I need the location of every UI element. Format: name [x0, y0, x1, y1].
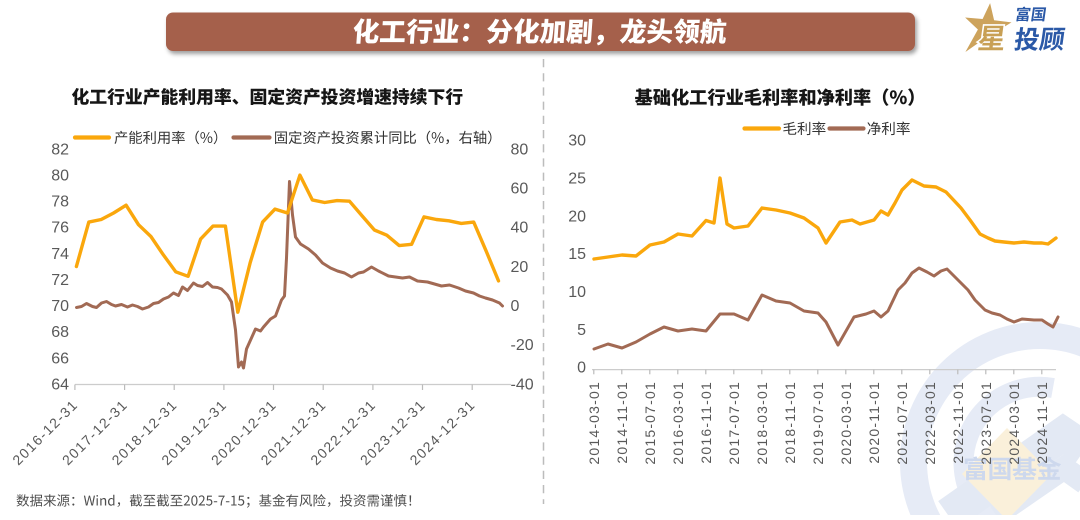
svg-text:82: 82 [51, 141, 69, 158]
svg-text:80: 80 [511, 141, 529, 158]
svg-text:10: 10 [568, 284, 586, 301]
svg-text:76: 76 [51, 220, 69, 237]
svg-text:60: 60 [511, 181, 529, 198]
svg-text:2021-07-01: 2021-07-01 [894, 381, 910, 465]
svg-text:74: 74 [51, 246, 69, 263]
svg-text:64: 64 [51, 376, 69, 393]
svg-text:0: 0 [577, 360, 586, 377]
svg-text:-40: -40 [511, 376, 534, 393]
svg-text:5: 5 [577, 322, 586, 339]
svg-text:2015-07-01: 2015-07-01 [642, 381, 658, 465]
svg-text:20: 20 [568, 208, 586, 225]
svg-text:2020-03-01: 2020-03-01 [838, 381, 854, 465]
svg-text:68: 68 [51, 324, 69, 341]
svg-text:70: 70 [51, 298, 69, 315]
svg-text:2023-07-01: 2023-07-01 [978, 381, 994, 465]
svg-text:80: 80 [51, 167, 69, 184]
svg-text:25: 25 [568, 171, 586, 188]
svg-text:2022-03-01: 2022-03-01 [922, 381, 938, 465]
svg-text:72: 72 [51, 272, 69, 289]
svg-text:40: 40 [511, 220, 529, 237]
svg-text:2014-11-01: 2014-11-01 [614, 381, 630, 464]
svg-text:2018-03-01: 2018-03-01 [754, 381, 770, 465]
svg-text:20: 20 [511, 259, 529, 276]
svg-text:66: 66 [51, 350, 69, 367]
svg-text:2019-07-01: 2019-07-01 [810, 381, 826, 465]
svg-text:-20: -20 [511, 337, 534, 354]
svg-text:2016-03-01: 2016-03-01 [670, 381, 686, 465]
svg-text:30: 30 [568, 133, 586, 150]
svg-text:2017-07-01: 2017-07-01 [726, 381, 742, 465]
svg-text:2018-11-01: 2018-11-01 [782, 381, 798, 464]
svg-text:2022-11-01: 2022-11-01 [950, 381, 966, 464]
svg-text:78: 78 [51, 194, 69, 211]
svg-text:2016-11-01: 2016-11-01 [698, 381, 714, 464]
svg-text:2024-03-01: 2024-03-01 [1006, 381, 1022, 465]
svg-text:2014-03-01: 2014-03-01 [586, 381, 602, 465]
svg-text:2024-11-01: 2024-11-01 [1034, 381, 1050, 464]
svg-text:0: 0 [511, 298, 520, 315]
svg-text:15: 15 [568, 246, 586, 263]
svg-text:2020-11-01: 2020-11-01 [866, 381, 882, 464]
